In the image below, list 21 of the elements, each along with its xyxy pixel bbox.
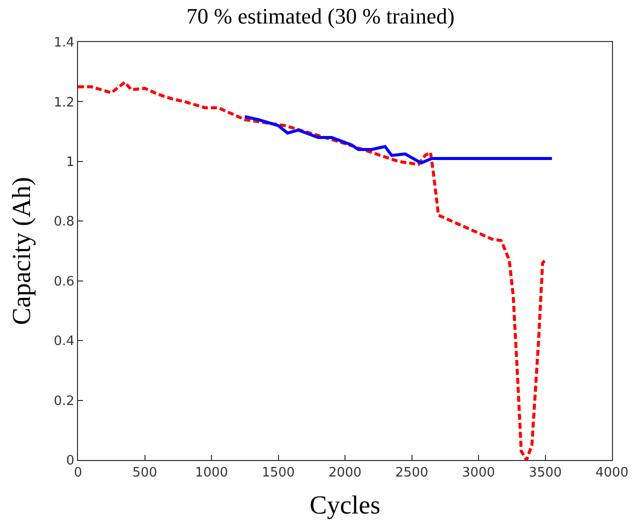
y-tick-label: 1: [66, 154, 74, 170]
y-tick-label: 1.2: [54, 95, 74, 110]
y-tick-label: 0.4: [54, 334, 74, 350]
x-tick-label: 1000: [194, 466, 228, 481]
y-tick-label: 0.2: [54, 394, 74, 409]
x-tick-label: 2500: [395, 466, 428, 481]
y-tick-label: 0.8: [54, 214, 74, 230]
x-tick-label: 3500: [528, 466, 562, 481]
y-axis-title: Capacity (Ah): [7, 176, 36, 326]
line-series: [243, 115, 554, 164]
x-tick-label: 1500: [262, 466, 295, 481]
x-tick-label: 2000: [328, 466, 362, 481]
y-tick-label: 0: [66, 454, 74, 469]
x-tick-label: 4000: [595, 466, 629, 481]
x-tick-label: 3000: [462, 466, 496, 481]
y-tick-label: 1.4: [54, 36, 74, 51]
chart-title: 70 % estimated (30 % trained): [186, 3, 455, 28]
x-axis-title: Cycles: [310, 490, 380, 520]
x-tick-label: 500: [132, 466, 158, 481]
y-tick-label: 0.6: [54, 274, 74, 290]
line-series: [78, 80, 547, 460]
